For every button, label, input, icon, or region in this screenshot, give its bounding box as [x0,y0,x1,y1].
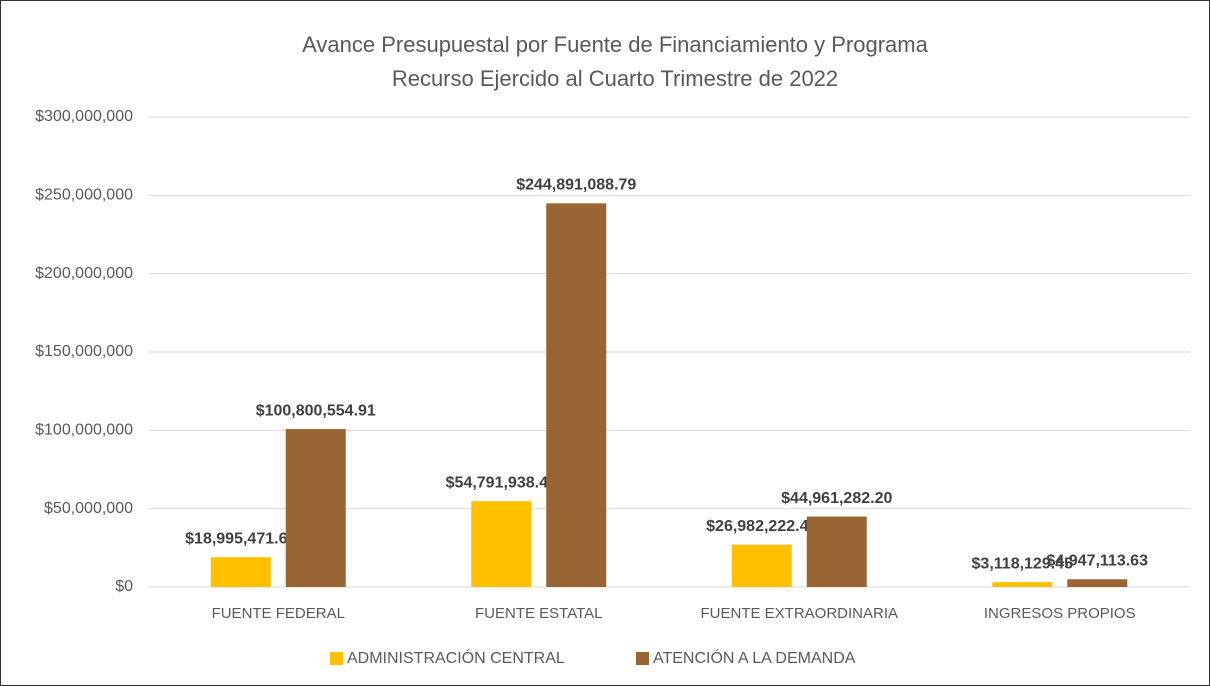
y-tick-label: $200,000,000 [35,265,133,282]
value-label: $18,995,471.66 [185,530,296,547]
x-tick-label: FUENTE FEDERAL [212,605,345,622]
y-tick-label: $100,000,000 [35,422,133,439]
bar [546,203,607,588]
bar [731,544,792,587]
value-label: $244,891,088.79 [516,177,636,194]
y-tick-label: $300,000,000 [35,108,133,125]
value-label: $44,961,282.20 [781,490,892,507]
legend-swatch [330,652,343,665]
y-tick-label: $150,000,000 [35,343,133,360]
bar [1067,579,1128,587]
legend-swatch [636,652,649,665]
value-label: $100,800,554.91 [256,402,376,419]
bar [992,582,1053,587]
x-tick-label: FUENTE ESTATAL [475,605,603,622]
value-label: $54,791,938.43 [446,474,557,491]
chart-title: Avance Presupuestal por Fuente de Financ… [302,32,928,57]
bar [806,516,867,587]
x-tick-label: INGRESOS PROPIOS [984,605,1136,622]
value-label: $4,947,113.63 [1047,552,1149,569]
x-tick-label: FUENTE EXTRAORDINARIA [700,605,898,622]
value-label: $26,982,222.46 [706,518,817,535]
legend-label: ADMINISTRACIÓN CENTRAL [347,648,565,667]
y-tick-label: $0 [115,578,133,595]
chart-subtitle: Recurso Ejercido al Cuarto Trimestre de … [392,66,838,91]
bar [471,501,532,587]
legend-label: ATENCIÓN A LA DEMANDA [653,648,856,667]
bar [210,557,271,587]
value-label: $3,118,129.45 [972,555,1074,572]
y-tick-label: $250,000,000 [35,187,133,204]
y-tick-label: $50,000,000 [44,500,133,517]
bar [285,429,346,587]
